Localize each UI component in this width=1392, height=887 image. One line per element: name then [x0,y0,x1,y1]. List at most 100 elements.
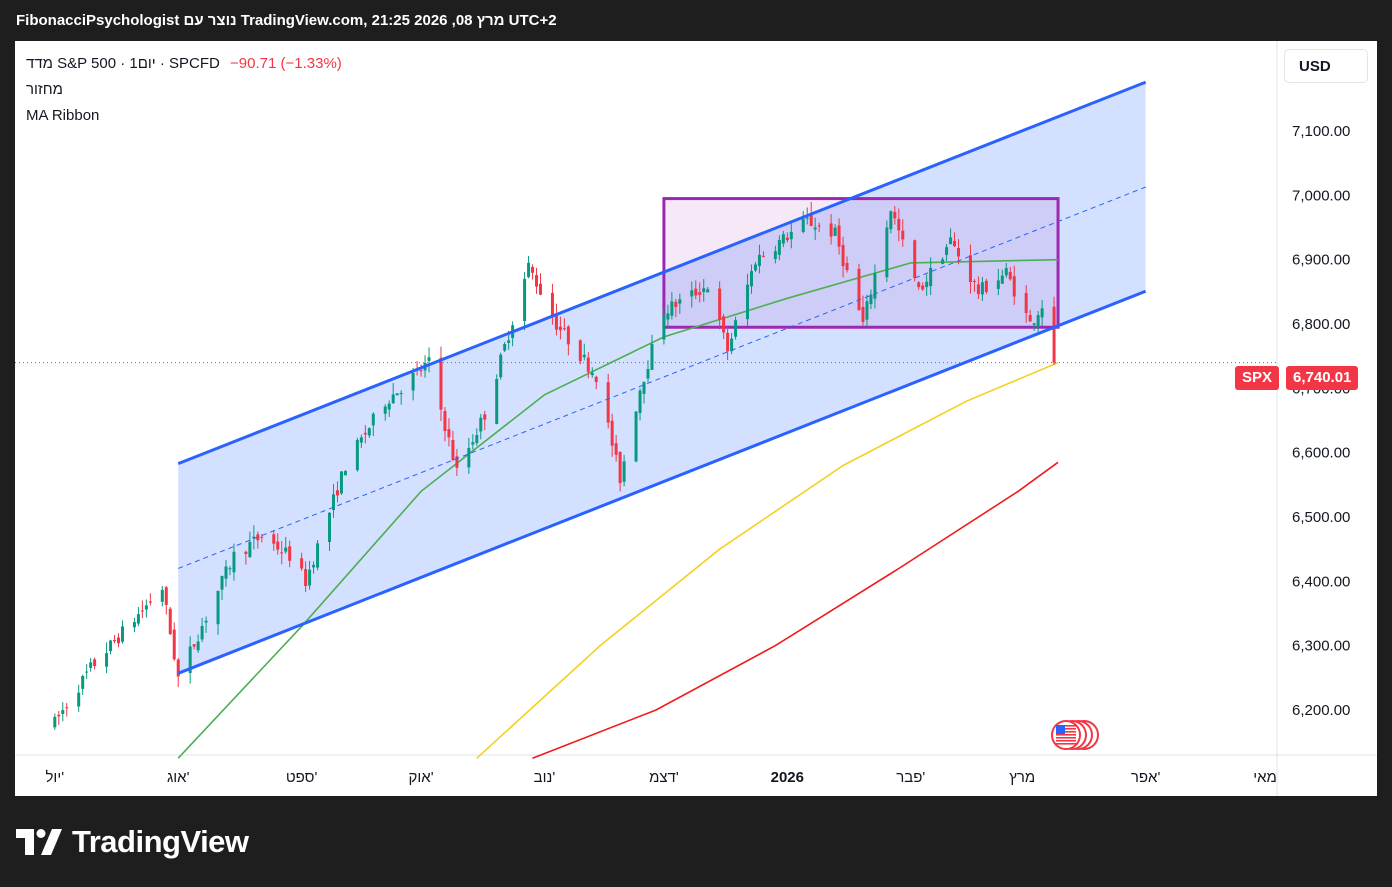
candle-body [531,266,535,273]
legend-ma-ribbon[interactable]: MA Ribbon [26,107,100,124]
candle-body [419,370,423,372]
candle-body [833,227,837,236]
candle-body [889,211,893,230]
candle-body [813,227,817,230]
flag-stripe [1056,740,1077,742]
legend-volume[interactable]: מחזור [26,81,63,98]
candle-body [562,328,566,330]
candle-body [921,285,925,290]
candle-body [57,714,61,717]
legend-change: −90.71 (−1.33%) [230,55,342,72]
price-tick-label: 6,600.00 [1292,445,1350,462]
time-tick-label: מרץ [1009,769,1035,786]
candle-body [610,420,614,446]
candle-body [925,281,929,288]
candle-body [957,248,961,257]
candle-body [192,644,196,647]
us-flag-icon [1056,725,1077,745]
candle-body [917,282,921,288]
channel-fill [178,82,1146,674]
candle-body [586,357,590,372]
candle-body [829,223,833,237]
candle-body [216,590,220,625]
candle-body [670,301,674,316]
candle-body [455,456,459,468]
price-tick-label: 6,900.00 [1292,252,1350,269]
candle-body [395,393,399,396]
time-tick-label: אפר' [1131,769,1161,786]
candle-body [1032,323,1036,325]
channel-upper-line [177,80,1147,466]
legend-symbol-row[interactable]: מדד S&P 500 · 1יום · SPCFD −90.71 (−1.33… [26,54,342,80]
candle-body [929,267,933,287]
flag-stripe [1056,743,1077,745]
candle-body [865,301,869,320]
candle-body [367,428,371,436]
candle-body [539,283,543,295]
candle-body [869,294,873,305]
candle-body [312,564,316,568]
candle-body [228,568,232,570]
candle-body [387,403,391,410]
candle-body [913,240,917,279]
candle-body [749,271,753,287]
candle-body [841,244,845,267]
time-tick-label: אוג' [167,769,190,786]
candle-body [614,443,618,455]
price-tick-label: 6,800.00 [1292,316,1350,333]
time-tick-label: נוב' [534,769,556,786]
candle-body [188,646,192,674]
candle-body [383,406,387,414]
candle-body [109,640,113,652]
candle-body [590,372,594,376]
candle-body [662,315,666,340]
candle-body [371,413,375,426]
candle-body [857,268,861,311]
legend-symbol: מדד S&P 500 · 1יום · SPCFD [26,55,220,72]
candle-body [252,536,256,539]
candle-body [698,292,702,295]
flag-stripe [1056,731,1077,733]
candle-body [355,439,359,471]
time-tick-label: דצמ' [649,769,679,786]
candle-body [176,659,180,677]
candle-body [284,547,288,552]
price-chart[interactable]: 6,200.00 6,300.00 6,400.00 6,500.00 6,600.00… [15,41,1377,796]
candle-body [666,313,670,320]
candle-body [1024,292,1028,314]
candle-body [467,447,471,468]
candle-body [196,641,200,651]
price-tag-symbol: SPX [1235,366,1280,390]
price-tick-label: 6,200.00 [1292,702,1350,719]
moving-average-line [532,461,1059,759]
candle-body [785,237,789,241]
candle-body [65,707,69,709]
candle-body [499,354,503,378]
candle-body [331,494,335,510]
candle-body [941,259,945,264]
candle-body [642,381,646,394]
candle-body [730,338,734,352]
currency-button[interactable]: USD [1284,49,1368,83]
candle-body [335,490,339,496]
candle-body [288,546,292,561]
candle-body [550,292,554,318]
candle-body [232,551,236,573]
candle-body [650,343,654,370]
candle-body [427,357,431,361]
candle-body [260,536,264,538]
candle-body [475,435,479,444]
candle-body [773,251,777,260]
candle-body [339,471,343,494]
candle-body [554,314,558,330]
time-tick-label: פבר' [896,769,925,786]
candle-body [172,629,176,660]
price-tick-label: 7,100.00 [1292,123,1350,140]
candle-body [316,543,320,568]
candle-body [873,273,877,299]
candle-body [204,620,208,623]
price-tick-label: 6,300.00 [1292,638,1350,655]
candle-body [761,255,765,257]
candle-body [411,372,415,391]
candle-body [646,369,650,379]
